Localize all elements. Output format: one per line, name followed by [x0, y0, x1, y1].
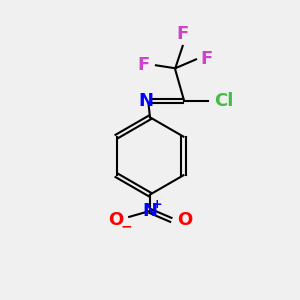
Text: O: O	[108, 211, 123, 229]
Text: F: F	[138, 56, 150, 74]
Text: +: +	[151, 198, 162, 211]
Text: −: −	[120, 219, 132, 233]
Text: F: F	[200, 50, 213, 68]
Text: O: O	[177, 211, 192, 229]
Text: N: N	[142, 202, 158, 220]
Text: F: F	[177, 25, 189, 43]
Text: N: N	[138, 92, 153, 110]
Text: Cl: Cl	[214, 92, 233, 110]
